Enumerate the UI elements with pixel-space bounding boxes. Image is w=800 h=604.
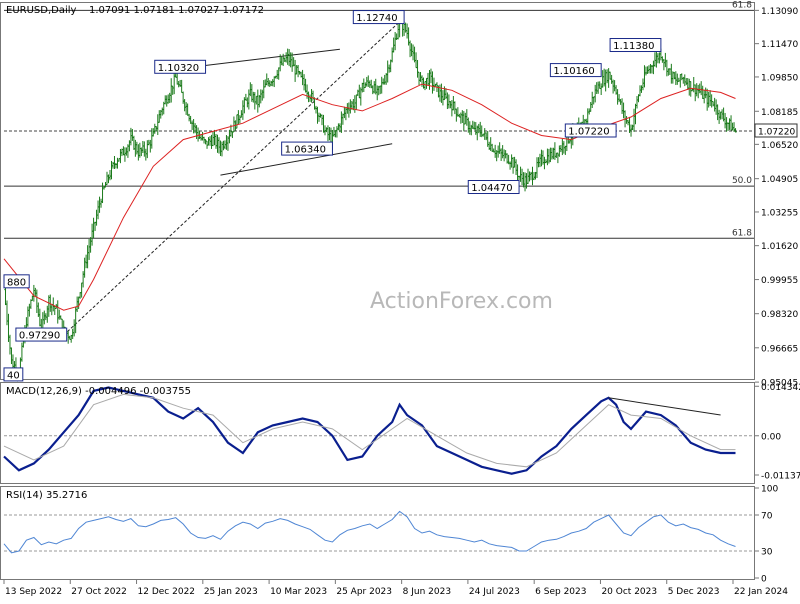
price-annotation-box (564, 123, 617, 138)
macd-divergence-line (608, 397, 721, 416)
price-y-tick-label: 1.03255 (761, 208, 798, 218)
moving-average-line (3, 83, 736, 311)
price-annotation-box (281, 141, 333, 156)
rsi-y-tick-label: 0 (761, 575, 767, 585)
current-price-tag (754, 123, 798, 138)
rsi-panel-frame (0, 486, 755, 580)
price-y-tick-label: 0.99955 (761, 276, 798, 286)
price-annotation-box (549, 63, 602, 78)
price-y-tick-label: 1.11470 (761, 40, 798, 50)
rsi-y-tick-label: 100 (761, 485, 778, 495)
price-panel: 1.13090 1.11470 1.09850 1.08185 1.06520 1.049… (3, 0, 798, 389)
x-axis-tick-label: 25 Jan 2023 (204, 587, 258, 597)
macd-panel-frame (0, 382, 755, 484)
fib-level-label: 61.8 (732, 0, 752, 10)
rsi-title: RSI(14) 35.2716 (6, 490, 87, 501)
rsi-line (3, 510, 736, 554)
x-axis-tick-label: 22 Jan 2024 (734, 587, 788, 597)
trendline (190, 48, 340, 68)
x-axis-tick-label: 13 Sep 2022 (5, 587, 62, 597)
price-y-tick-label: 0.95045 (761, 379, 798, 389)
price-annotation-box (467, 180, 520, 195)
fib-level-label: 50.0 (732, 176, 752, 186)
x-axis-tick-label: 5 Dec 2023 (668, 587, 720, 597)
price-y-tick-label: 1.01620 (761, 242, 798, 252)
price-y-tick-label: 1.13090 (761, 7, 798, 17)
price-annotation-box (3, 367, 24, 382)
x-axis-tick-label: 27 Oct 2022 (71, 587, 127, 597)
price-annotation-label: 40 (7, 370, 20, 381)
price-y-tick-label: 1.06520 (761, 141, 798, 151)
x-axis-tick-label: 20 Oct 2023 (601, 587, 657, 597)
price-annotation-box (154, 59, 207, 74)
x-axis-tick-label: 6 Sep 2023 (535, 587, 586, 597)
x-axis: 13 Sep 2022 27 Oct 2022 12 Dec 2022 25 Jan … (3, 580, 788, 597)
symbol-label: EURUSD,Daily (6, 5, 77, 16)
rsi-y-tick-label: 30 (761, 548, 773, 558)
price-annotation-label: 1.10160 (553, 66, 594, 77)
price-y-tick-label: 0.98320 (761, 310, 798, 320)
watermark: ActionForex.com (370, 289, 553, 314)
trendline (220, 143, 393, 176)
x-axis-tick-label: 12 Dec 2022 (138, 587, 196, 597)
price-y-tick-label: 1.08185 (761, 108, 798, 118)
macd-y-tick-label: 0.00 (761, 432, 781, 442)
ohlc-label: 1.07091 1.07181 1.07027 1.07172 (89, 5, 264, 16)
rsi-panel: 100 70 30 0 (3, 485, 778, 585)
x-axis-tick-label: 24 Jul 2023 (469, 587, 520, 597)
price-annotation-label: 1.04470 (471, 183, 512, 194)
price-annotation-box (3, 274, 30, 289)
price-annotation-label: 1.10320 (158, 63, 199, 74)
price-panel-frame (0, 2, 755, 380)
price-annotation-label: 1.07220 (568, 126, 609, 137)
macd-y-tick-label: 0.014342 (761, 383, 800, 393)
macd-title: MACD(12,26,9) -0.004496 -0.003755 (6, 386, 191, 397)
price-annotation-label: 1.12740 (356, 13, 397, 24)
macd-line (3, 386, 736, 475)
x-axis-tick-label: 8 Jun 2023 (403, 587, 451, 597)
price-annotation-box (15, 327, 68, 342)
x-axis-tick-label: 10 Mar 2023 (270, 587, 327, 597)
price-annotation-label: 1.06340 (285, 145, 326, 156)
current-price-tag-label: 1.07220 (758, 127, 795, 137)
price-y-tick-label: 1.09850 (761, 73, 798, 83)
price-annotation-box (609, 38, 662, 53)
dashed-trendline (63, 17, 405, 336)
price-annotation-box (352, 10, 405, 25)
price-annotation-label: 0.97290 (19, 331, 60, 342)
price-y-tick-label: 1.04905 (761, 175, 798, 185)
fib-level-label: 61.8 (732, 228, 752, 238)
x-axis-tick-label: 25 Apr 2023 (336, 587, 392, 597)
macd-signal-line (3, 393, 736, 468)
price-y-tick-label: 0.96665 (761, 344, 798, 354)
rsi-y-tick-label: 70 (761, 512, 773, 522)
price-annotation-label: 880 (7, 277, 26, 288)
price-annotation-label: 1.11380 (613, 41, 654, 52)
